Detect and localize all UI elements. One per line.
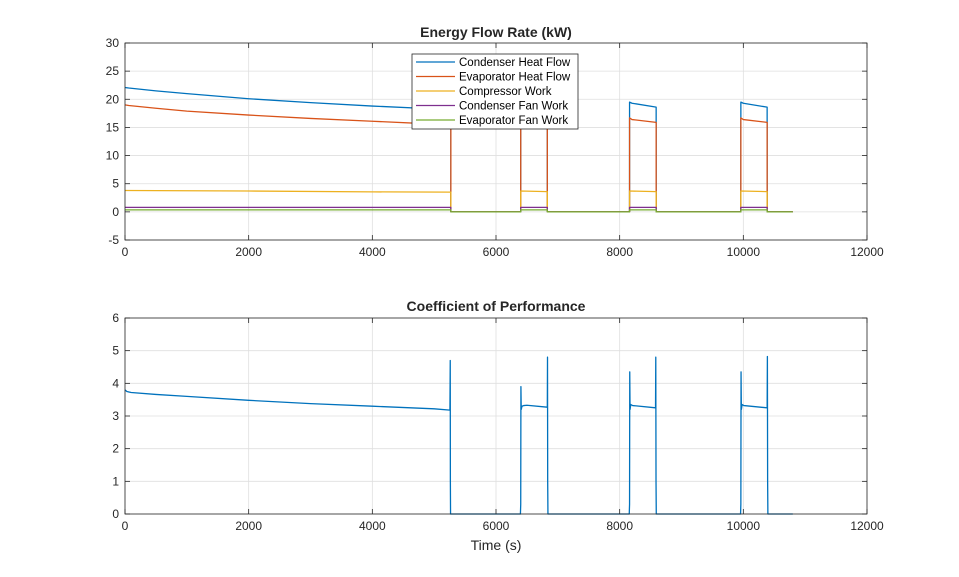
y-tick-label: 3 — [112, 409, 119, 423]
ticks — [124, 42, 868, 241]
y-tick-label: 0 — [112, 205, 119, 219]
legend-entry-condenser-heat-flow[interactable]: Condenser Heat Flow — [416, 57, 571, 69]
legend-label: Compressor Work — [459, 86, 552, 98]
x-tick-label: 12000 — [850, 519, 884, 533]
legend-label: Condenser Heat Flow — [459, 57, 571, 69]
x-tick-label: 2000 — [235, 519, 262, 533]
y-tick-label: 30 — [106, 36, 120, 50]
legend-entry-condenser-fan-work[interactable]: Condenser Fan Work — [416, 101, 568, 113]
x-tick-label: 8000 — [606, 519, 633, 533]
chart-title: Coefficient of Performance — [407, 298, 586, 314]
energy-flow-rate-axes: 0 2000 4000 6000 8000 10000 12000 -50510152025… — [106, 24, 884, 259]
y-tick-label: 5 — [112, 344, 119, 358]
x-tick-label: 4000 — [359, 519, 386, 533]
series-lines — [124, 86, 793, 213]
legend-label: Condenser Fan Work — [459, 101, 568, 113]
x-tick-label: 2000 — [235, 245, 262, 259]
y-tick-label: 2 — [112, 442, 119, 456]
x-tick-labels: 0 2000 4000 6000 8000 10000 12000 — [122, 245, 884, 259]
legend-label: Evaporator Fan Work — [459, 115, 568, 127]
y-tick-label: 4 — [112, 376, 119, 390]
y-tick-labels: 0 1 2 3 4 5 6 — [112, 311, 119, 521]
x-tick-labels: 0 2000 4000 6000 8000 10000 12000 — [122, 519, 884, 533]
ticks — [124, 317, 868, 515]
y-tick-label: 15 — [106, 120, 120, 134]
legend[interactable]: Condenser Heat Flow Evaporator Heat Flow C… — [411, 53, 579, 130]
y-tick-label: 0 — [112, 507, 119, 521]
x-tick-label: 8000 — [606, 245, 633, 259]
legend-label: Evaporator Heat Flow — [459, 72, 571, 84]
x-tick-label: 4000 — [359, 245, 386, 259]
x-tick-label: 12000 — [850, 245, 884, 259]
coefficient-of-performance-axes: 0 2000 4000 6000 8000 10000 12000 0 1 2 3 4 5 6 Coef… — [112, 298, 884, 553]
series-line-series — [124, 355, 793, 515]
x-axis-label: Time (s) — [471, 537, 522, 553]
y-tick-label: 6 — [112, 311, 119, 325]
legend-entry-compressor-work[interactable]: Compressor Work — [416, 86, 552, 98]
y-tick-label: -5 — [108, 233, 119, 247]
legend-entry-evaporator-fan-work[interactable]: Evaporator Fan Work — [416, 115, 568, 127]
x-tick-label: 0 — [122, 245, 129, 259]
y-tick-label: 25 — [106, 64, 120, 78]
y-tick-label: 10 — [106, 149, 120, 163]
x-tick-label: 0 — [122, 519, 129, 533]
x-tick-label: 10000 — [727, 519, 761, 533]
chart-title: Energy Flow Rate (kW) — [420, 24, 572, 40]
legend-entries: Condenser Heat Flow Evaporator Heat Flow C… — [416, 57, 571, 127]
series-line-evaporator-fan-work — [125, 209, 793, 213]
y-tick-labels: -5 0 5 10 15 20 25 30 — [106, 36, 120, 247]
x-tick-label: 10000 — [727, 245, 761, 259]
series-lines — [124, 355, 793, 515]
y-tick-label: 20 — [106, 92, 120, 106]
legend-entry-evaporator-heat-flow[interactable]: Evaporator Heat Flow — [416, 72, 571, 84]
x-tick-label: 6000 — [483, 519, 510, 533]
y-tick-label: 1 — [112, 474, 119, 488]
y-tick-label: 5 — [112, 177, 119, 191]
x-tick-label: 6000 — [483, 245, 510, 259]
